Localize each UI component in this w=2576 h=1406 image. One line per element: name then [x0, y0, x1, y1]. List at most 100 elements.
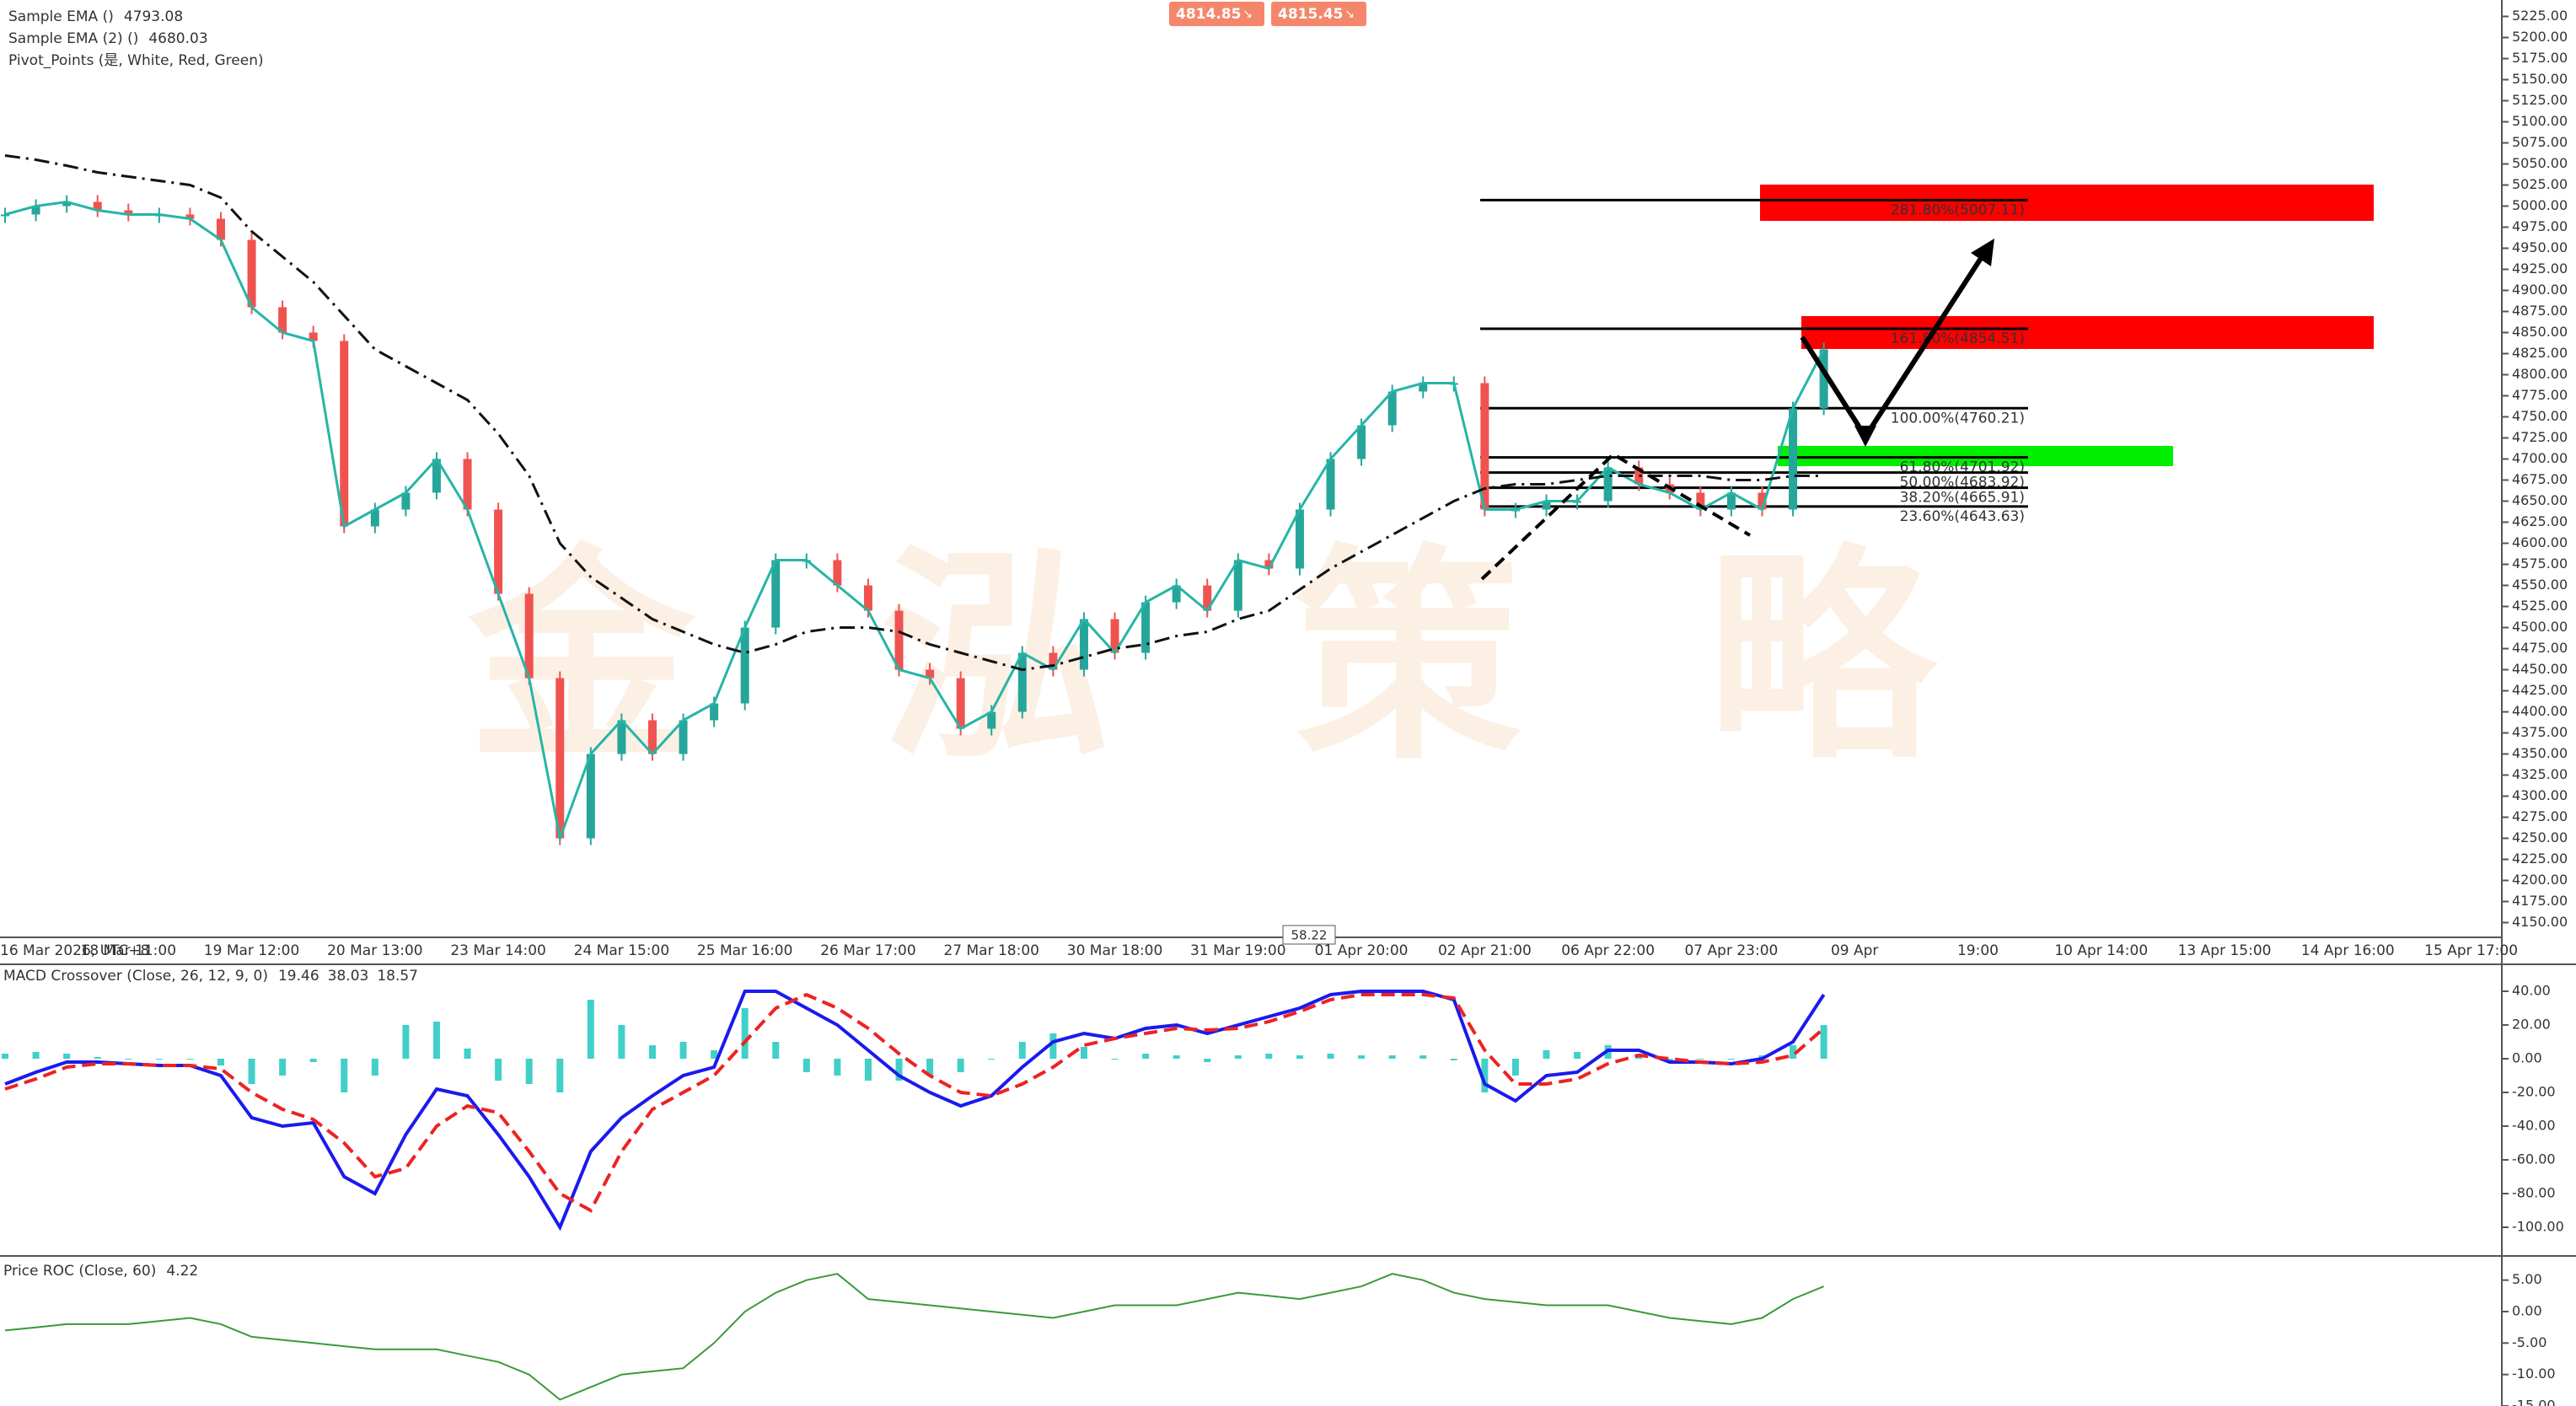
candle	[1079, 619, 1088, 670]
x-tick-label: 23 Mar 14:00	[450, 942, 546, 959]
candle	[740, 627, 749, 704]
histogram-bar	[217, 1059, 224, 1065]
candle	[863, 585, 872, 611]
y-tick-label: 4775.00	[2512, 387, 2568, 403]
y-tick-label: 4300.00	[2512, 787, 2568, 803]
histogram-bar	[1173, 1055, 1180, 1059]
histogram-bar	[1697, 1059, 1704, 1060]
candle	[647, 720, 657, 754]
legend-value: 4793.08	[124, 8, 183, 25]
histogram-bar	[94, 1057, 101, 1059]
fib-label: 38.20%(4665.91)	[1900, 490, 2025, 507]
arrow-head	[1971, 239, 1994, 266]
y-tick-label: 4875.00	[2512, 303, 2568, 319]
quote-icon: ↘	[1242, 8, 1253, 21]
x-tick-label: 15 Apr 17:00	[2424, 942, 2518, 959]
candle	[463, 459, 472, 510]
y-tick-label: -100.00	[2512, 1219, 2564, 1235]
y-tick-label: 5100.00	[2512, 113, 2568, 129]
x-tick-label: 02 Apr 21:00	[1438, 942, 1532, 959]
x-tick-label: 25 Mar 16:00	[697, 942, 793, 959]
candle	[309, 332, 318, 341]
x-tick-label: 18 Mar 11:00	[81, 942, 177, 959]
candle	[555, 678, 565, 839]
candle	[956, 678, 965, 729]
candle	[185, 214, 195, 219]
histogram-bar	[495, 1059, 502, 1081]
candle	[926, 669, 935, 679]
candle	[1264, 560, 1274, 569]
histogram-bar	[1204, 1059, 1211, 1062]
legend-value: 38.03	[328, 968, 369, 985]
candle	[401, 492, 411, 510]
histogram-bar	[1511, 1059, 1519, 1076]
histogram-bar	[741, 1008, 749, 1059]
candle	[1172, 585, 1181, 603]
x-tick-label: 19:00	[1957, 942, 1999, 959]
candle	[710, 703, 719, 721]
y-tick-label: 4475.00	[2512, 640, 2568, 656]
y-tick-label: 4825.00	[2512, 345, 2568, 361]
histogram-bar	[279, 1059, 287, 1076]
candle	[1295, 509, 1304, 569]
arrow-head	[1854, 426, 1876, 447]
y-tick-label: 5000.00	[2512, 197, 2568, 213]
y-tick-label: 4250.00	[2512, 829, 2568, 845]
candle	[1357, 425, 1366, 459]
fib-label: 161.80%(4854.51)	[1891, 330, 2025, 347]
histogram-bar	[1543, 1050, 1550, 1059]
candle	[524, 593, 534, 679]
y-tick-label: 0.00	[2512, 1303, 2542, 1319]
histogram-bar	[1234, 1055, 1242, 1059]
x-tick-label: 14 Apr 16:00	[2301, 942, 2395, 959]
x-tick-label: 24 Mar 15:00	[574, 942, 670, 959]
y-tick-label: 5025.00	[2512, 176, 2568, 192]
y-tick-label: 4350.00	[2512, 745, 2568, 761]
candle	[1758, 492, 1767, 510]
watermark-char: 略	[1707, 525, 1938, 791]
candle	[1387, 391, 1397, 426]
y-tick-label: 4950.00	[2512, 239, 2568, 255]
candle	[494, 509, 503, 594]
y-tick-label: 5.00	[2512, 1271, 2542, 1287]
y-tick-label: 4175.00	[2512, 893, 2568, 909]
x-tick-label: 19 Mar 12:00	[204, 942, 300, 959]
histogram-bar	[1111, 1059, 1119, 1060]
target-zone	[1801, 316, 2374, 349]
y-tick-label: -15.00	[2512, 1398, 2556, 1406]
legend-label: Price ROC (Close, 60)	[3, 1263, 156, 1280]
candle	[1110, 619, 1119, 653]
histogram-bar	[402, 1025, 410, 1059]
y-tick-label: 4650.00	[2512, 492, 2568, 508]
legend-label: Sample EMA ()	[8, 8, 114, 25]
quote-box	[1169, 2, 1264, 26]
histogram-bar	[926, 1059, 934, 1076]
watermark-layer: 金泓策略	[464, 525, 1938, 791]
x-tick-label: 06 Apr 22:00	[1561, 942, 1655, 959]
histogram-bar	[371, 1059, 378, 1076]
histogram-bar	[341, 1059, 348, 1092]
y-tick-label: -60.00	[2512, 1151, 2556, 1167]
x-tick-label: 16 Mar 2026, UTC+8	[0, 942, 149, 959]
y-tick-label: 5175.00	[2512, 50, 2568, 66]
candle	[1233, 560, 1242, 611]
histogram-bar	[556, 1059, 564, 1092]
histogram-bar	[895, 1059, 903, 1081]
histogram-bar	[1080, 1047, 1087, 1059]
y-tick-label: 4325.00	[2512, 766, 2568, 782]
y-tick-label: 4200.00	[2512, 872, 2568, 888]
quote-value: 4815.45	[1278, 6, 1343, 23]
y-tick-label: 5150.00	[2512, 71, 2568, 87]
y-tick-label: 4275.00	[2512, 808, 2568, 824]
y-tick-label: 5050.00	[2512, 155, 2568, 171]
histogram-bar	[1574, 1052, 1581, 1059]
histogram-bar	[1727, 1059, 1735, 1060]
x-tick-label: 13 Apr 15:00	[2178, 942, 2272, 959]
candle	[894, 610, 904, 670]
x-tick-label: 07 Apr 23:00	[1684, 942, 1778, 959]
histogram-bar	[834, 1059, 841, 1076]
x-tick-label: 09 Apr	[1831, 942, 1878, 959]
candle	[1, 214, 9, 217]
candle	[216, 218, 225, 240]
